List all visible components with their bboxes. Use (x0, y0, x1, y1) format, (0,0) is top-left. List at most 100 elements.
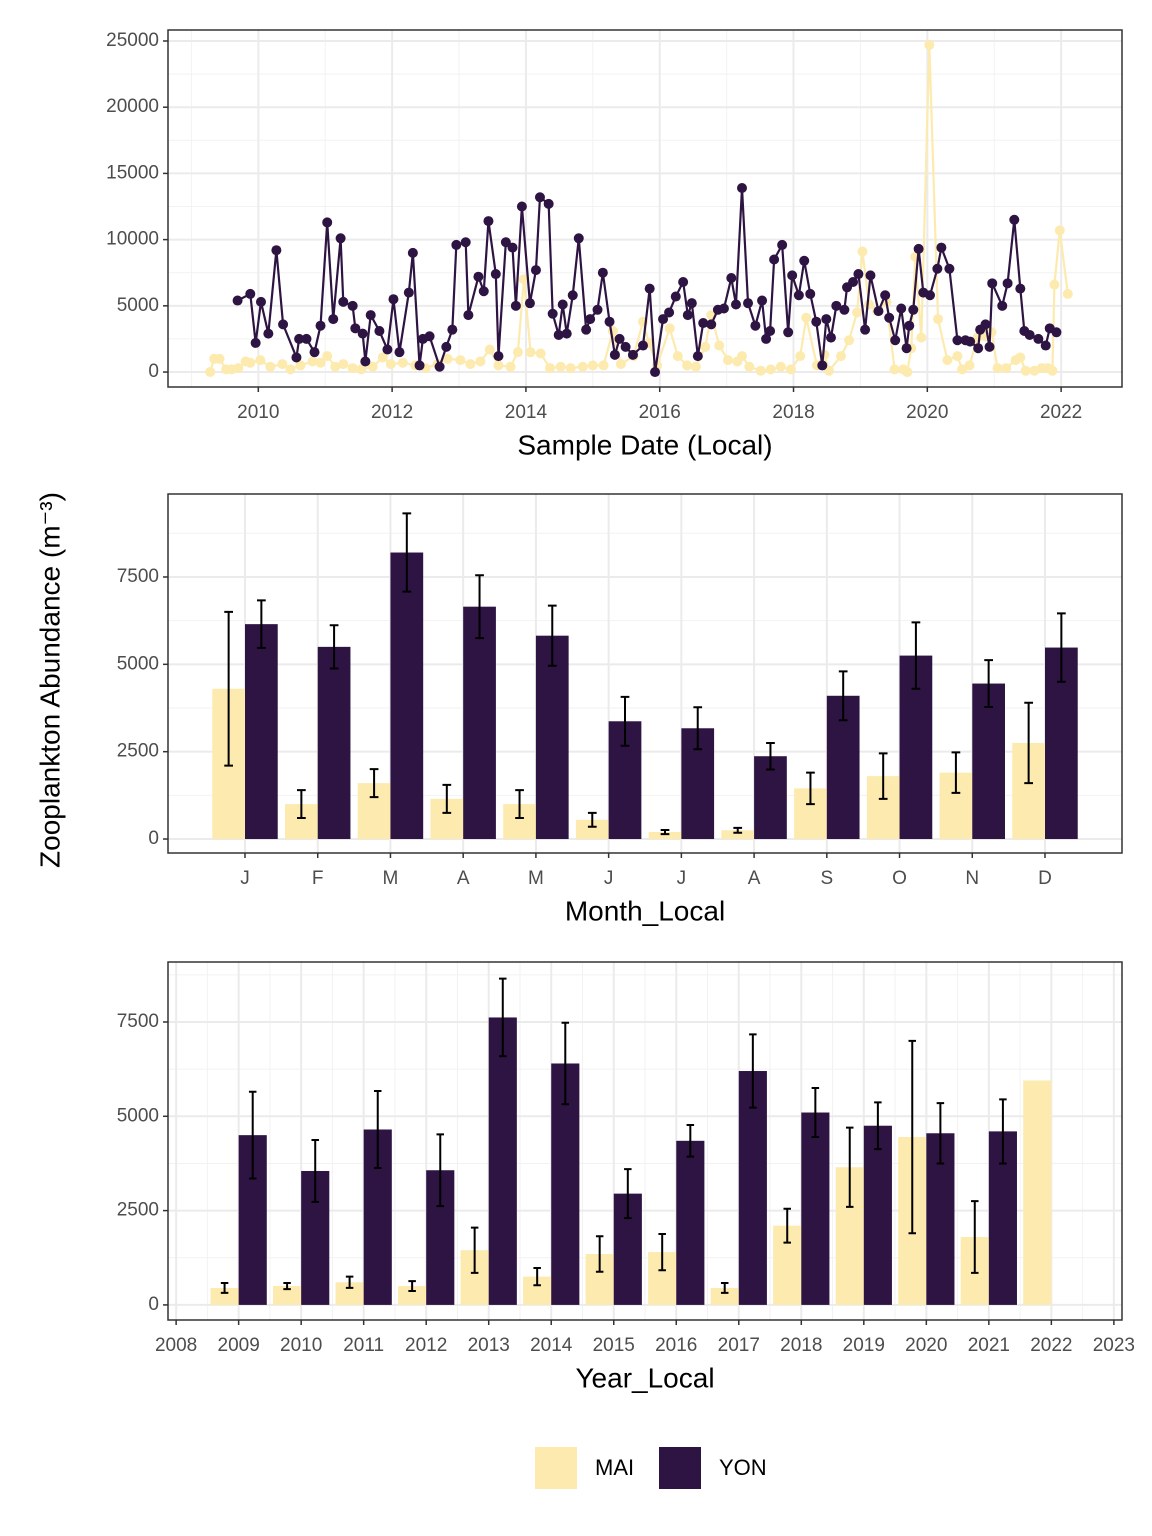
bar (863, 1125, 892, 1305)
x-tick-label: S (820, 868, 833, 889)
error-bar (283, 1282, 291, 1291)
panel: 0 2500 5000 7500 J F M A M J J A S O N D Month_Local (117, 493, 1123, 926)
data-point (307, 356, 318, 367)
bar (738, 1071, 767, 1305)
data-point (801, 312, 812, 323)
error-bar (224, 610, 233, 767)
error-bar (1024, 701, 1033, 785)
data-point (942, 355, 953, 366)
x-tick-label: 2022 (1040, 402, 1082, 423)
data-point (743, 298, 754, 309)
data-point (880, 290, 891, 301)
error-bar (248, 1090, 257, 1180)
y-tick-label: 5000 (117, 1105, 159, 1126)
data-point (483, 216, 494, 227)
data-point (957, 364, 968, 375)
data-point (678, 276, 689, 287)
data-point (737, 182, 748, 193)
bar (1023, 1080, 1052, 1305)
data-point (335, 233, 346, 244)
error-bar (373, 1090, 382, 1169)
data-point (889, 364, 900, 375)
data-point (322, 351, 333, 362)
data-point (852, 307, 863, 318)
data-point (1024, 329, 1035, 340)
data-point (493, 351, 504, 362)
data-point (821, 314, 832, 325)
x-axis-title: Year_Local (575, 1362, 714, 1393)
error-bar (257, 599, 266, 649)
data-point (714, 340, 725, 351)
data-point (644, 283, 655, 294)
data-point (294, 333, 305, 344)
data-point (567, 290, 578, 301)
x-tick-label: 2020 (906, 402, 948, 423)
bar (721, 830, 755, 840)
data-point (442, 353, 453, 364)
x-tick-label: 2018 (772, 402, 814, 423)
data-point (627, 349, 638, 360)
x-tick-label: 2021 (968, 1335, 1010, 1356)
data-point (347, 363, 358, 374)
bar (390, 552, 424, 840)
data-point (1002, 278, 1013, 289)
data-point (295, 360, 306, 371)
data-point (547, 308, 558, 319)
data-point (255, 355, 266, 366)
data-point (301, 333, 312, 344)
data-point (682, 310, 693, 321)
data-point (769, 254, 780, 265)
data-point (973, 343, 984, 354)
data-point (896, 303, 907, 314)
data-point (700, 341, 711, 352)
error-bar (845, 1126, 854, 1208)
data-point (250, 337, 261, 348)
data-point (553, 329, 564, 340)
data-point (952, 351, 963, 362)
y-tick-label: 10000 (106, 229, 159, 250)
x-tick-label: 2017 (718, 1335, 760, 1356)
data-point (434, 361, 445, 372)
data-point (1015, 352, 1026, 363)
data-point (726, 273, 737, 284)
x-tick-label: 2016 (639, 402, 681, 423)
data-point (604, 316, 615, 327)
data-point (698, 318, 709, 329)
error-bar (720, 1282, 729, 1294)
data-point (933, 314, 944, 325)
data-point (692, 351, 703, 362)
data-point (356, 364, 367, 375)
data-point (394, 347, 405, 358)
data-point (777, 239, 788, 250)
data-point (744, 361, 755, 372)
data-point (839, 304, 850, 315)
x-tick-label: 2012 (405, 1335, 447, 1356)
bar (273, 1286, 302, 1305)
bar (317, 646, 351, 840)
data-point (944, 263, 955, 274)
data-point (535, 348, 546, 359)
panel-border (167, 29, 1123, 388)
error-bar (1057, 612, 1066, 683)
error-bar (686, 1123, 695, 1158)
data-point (1033, 333, 1044, 344)
data-point (765, 325, 776, 336)
data-point (265, 361, 276, 372)
data-point (817, 360, 828, 371)
x-tick-label: N (965, 868, 979, 889)
error-bar (658, 1232, 666, 1272)
x-tick-label: J (677, 868, 687, 889)
bar (801, 1112, 830, 1305)
data-point (853, 269, 864, 280)
data-point (460, 237, 471, 248)
data-point (255, 296, 266, 307)
data-point (924, 290, 935, 301)
x-tick-label: 2008 (155, 1335, 197, 1356)
x-tick-label: F (312, 868, 324, 889)
data-point (524, 298, 535, 309)
data-point (718, 303, 729, 314)
data-point (214, 353, 225, 364)
data-point (805, 288, 816, 299)
error-bar (620, 695, 630, 747)
data-point (690, 361, 701, 372)
